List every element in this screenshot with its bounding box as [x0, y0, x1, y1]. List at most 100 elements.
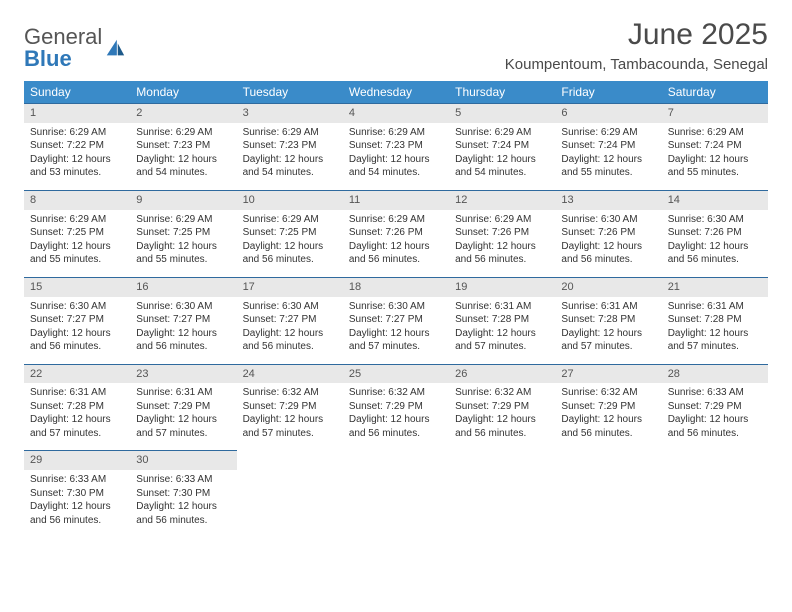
daylight-line: Daylight: 12 hours and 56 minutes. — [455, 413, 549, 440]
day-number: 4 — [343, 103, 449, 123]
day-details: Sunrise: 6:29 AMSunset: 7:26 PMDaylight:… — [343, 210, 449, 277]
daylight-line: Daylight: 12 hours and 56 minutes. — [561, 240, 655, 267]
sunset-line: Sunset: 7:25 PM — [136, 226, 230, 240]
calendar-cell: .. — [237, 450, 343, 537]
sunrise-line: Sunrise: 6:32 AM — [561, 386, 655, 400]
day-details: Sunrise: 6:32 AMSunset: 7:29 PMDaylight:… — [237, 383, 343, 450]
sunset-line: Sunset: 7:27 PM — [349, 313, 443, 327]
daylight-line: Daylight: 12 hours and 57 minutes. — [668, 327, 762, 354]
sunset-line: Sunset: 7:24 PM — [455, 139, 549, 153]
day-details: Sunrise: 6:30 AMSunset: 7:27 PMDaylight:… — [237, 297, 343, 364]
day-details: Sunrise: 6:33 AMSunset: 7:29 PMDaylight:… — [662, 383, 768, 450]
daylight-line: Daylight: 12 hours and 57 minutes. — [136, 413, 230, 440]
calendar-week: 8Sunrise: 6:29 AMSunset: 7:25 PMDaylight… — [24, 190, 768, 277]
location-subtitle: Koumpentoum, Tambacounda, Senegal — [505, 56, 768, 73]
day-number: 10 — [237, 190, 343, 210]
day-details: Sunrise: 6:29 AMSunset: 7:23 PMDaylight:… — [343, 123, 449, 190]
calendar-page: General Blue June 2025 Koumpentoum, Tamb… — [0, 0, 792, 555]
day-number: 19 — [449, 277, 555, 297]
day-details: Sunrise: 6:31 AMSunset: 7:29 PMDaylight:… — [130, 383, 236, 450]
calendar-cell: 26Sunrise: 6:32 AMSunset: 7:29 PMDayligh… — [449, 364, 555, 451]
sunrise-line: Sunrise: 6:29 AM — [30, 213, 124, 227]
calendar-cell: .. — [662, 450, 768, 537]
day-number: 24 — [237, 364, 343, 384]
sunrise-line: Sunrise: 6:30 AM — [349, 300, 443, 314]
calendar-cell: 11Sunrise: 6:29 AMSunset: 7:26 PMDayligh… — [343, 190, 449, 277]
day-details: Sunrise: 6:29 AMSunset: 7:24 PMDaylight:… — [555, 123, 661, 190]
sunset-line: Sunset: 7:26 PM — [349, 226, 443, 240]
day-number: 9 — [130, 190, 236, 210]
sunset-line: Sunset: 7:28 PM — [455, 313, 549, 327]
sunset-line: Sunset: 7:29 PM — [668, 400, 762, 414]
logo-word-blue: Blue — [24, 46, 72, 71]
sunset-line: Sunset: 7:28 PM — [30, 400, 124, 414]
day-number: 25 — [343, 364, 449, 384]
day-number: 12 — [449, 190, 555, 210]
calendar-cell: 25Sunrise: 6:32 AMSunset: 7:29 PMDayligh… — [343, 364, 449, 451]
sunset-line: Sunset: 7:29 PM — [455, 400, 549, 414]
weekday-header: Tuesday — [237, 81, 343, 103]
calendar-cell: 6Sunrise: 6:29 AMSunset: 7:24 PMDaylight… — [555, 103, 661, 190]
day-details: Sunrise: 6:31 AMSunset: 7:28 PMDaylight:… — [449, 297, 555, 364]
daylight-line: Daylight: 12 hours and 56 minutes. — [136, 327, 230, 354]
sunset-line: Sunset: 7:23 PM — [243, 139, 337, 153]
sunrise-line: Sunrise: 6:31 AM — [136, 386, 230, 400]
calendar-cell: 10Sunrise: 6:29 AMSunset: 7:25 PMDayligh… — [237, 190, 343, 277]
logo: General Blue — [24, 18, 126, 70]
calendar-cell: 9 Sunrise: 6:29 AMSunset: 7:25 PMDaylight… — [130, 190, 236, 277]
day-number: 5 — [449, 103, 555, 123]
day-number: 23 — [130, 364, 236, 384]
day-number: 1 — [24, 103, 130, 123]
day-number: 21 — [662, 277, 768, 297]
sunrise-line: Sunrise: 6:30 AM — [561, 213, 655, 227]
day-number: 14 — [662, 190, 768, 210]
calendar-cell: 18Sunrise: 6:30 AMSunset: 7:27 PMDayligh… — [343, 277, 449, 364]
logo-word-general: General — [24, 26, 102, 48]
sunset-line: Sunset: 7:27 PM — [243, 313, 337, 327]
calendar-cell: 12Sunrise: 6:29 AMSunset: 7:26 PMDayligh… — [449, 190, 555, 277]
day-number: 7 — [662, 103, 768, 123]
calendar-cell: 2Sunrise: 6:29 AMSunset: 7:23 PMDaylight… — [130, 103, 236, 190]
daylight-line: Daylight: 12 hours and 54 minutes. — [455, 153, 549, 180]
sunrise-line: Sunrise: 6:29 AM — [561, 126, 655, 140]
daylight-line: Daylight: 12 hours and 55 minutes. — [30, 240, 124, 267]
daylight-line: Daylight: 12 hours and 56 minutes. — [349, 413, 443, 440]
day-number: 11 — [343, 190, 449, 210]
calendar-cell: 15Sunrise: 6:30 AMSunset: 7:27 PMDayligh… — [24, 277, 130, 364]
day-number: 28 — [662, 364, 768, 384]
daylight-line: Daylight: 12 hours and 54 minutes. — [349, 153, 443, 180]
weekday-header: Sunday — [24, 81, 130, 103]
day-details: Sunrise: 6:29 AMSunset: 7:26 PMDaylight:… — [449, 210, 555, 277]
sunrise-line: Sunrise: 6:31 AM — [30, 386, 124, 400]
daylight-line: Daylight: 12 hours and 57 minutes. — [243, 413, 337, 440]
calendar-table: SundayMondayTuesdayWednesdayThursdayFrid… — [24, 81, 768, 537]
calendar-header-row: SundayMondayTuesdayWednesdayThursdayFrid… — [24, 81, 768, 103]
sunset-line: Sunset: 7:23 PM — [349, 139, 443, 153]
sunset-line: Sunset: 7:25 PM — [243, 226, 337, 240]
calendar-cell: 20Sunrise: 6:31 AMSunset: 7:28 PMDayligh… — [555, 277, 661, 364]
day-details: Sunrise: 6:32 AMSunset: 7:29 PMDaylight:… — [555, 383, 661, 450]
day-details: Sunrise: 6:29 AMSunset: 7:25 PMDaylight:… — [237, 210, 343, 277]
sunrise-line: Sunrise: 6:29 AM — [455, 213, 549, 227]
sunrise-line: Sunrise: 6:29 AM — [136, 213, 230, 227]
daylight-line: Daylight: 12 hours and 56 minutes. — [668, 240, 762, 267]
sunrise-line: Sunrise: 6:29 AM — [349, 126, 443, 140]
sunset-line: Sunset: 7:29 PM — [349, 400, 443, 414]
sunrise-line: Sunrise: 6:31 AM — [561, 300, 655, 314]
day-details: Sunrise: 6:31 AMSunset: 7:28 PMDaylight:… — [555, 297, 661, 364]
calendar-cell: 4Sunrise: 6:29 AMSunset: 7:23 PMDaylight… — [343, 103, 449, 190]
sunrise-line: Sunrise: 6:32 AM — [243, 386, 337, 400]
sunset-line: Sunset: 7:23 PM — [136, 139, 230, 153]
daylight-line: Daylight: 12 hours and 56 minutes. — [668, 413, 762, 440]
sunset-line: Sunset: 7:28 PM — [668, 313, 762, 327]
sunrise-line: Sunrise: 6:32 AM — [455, 386, 549, 400]
sunset-line: Sunset: 7:22 PM — [30, 139, 124, 153]
calendar-cell: 23Sunrise: 6:31 AMSunset: 7:29 PMDayligh… — [130, 364, 236, 451]
day-number: 13 — [555, 190, 661, 210]
day-details: Sunrise: 6:33 AMSunset: 7:30 PMDaylight:… — [130, 470, 236, 537]
daylight-line: Daylight: 12 hours and 55 minutes. — [136, 240, 230, 267]
sunset-line: Sunset: 7:24 PM — [561, 139, 655, 153]
sunset-line: Sunset: 7:26 PM — [561, 226, 655, 240]
day-details: Sunrise: 6:29 AMSunset: 7:24 PMDaylight:… — [449, 123, 555, 190]
calendar-cell: .. — [449, 450, 555, 537]
